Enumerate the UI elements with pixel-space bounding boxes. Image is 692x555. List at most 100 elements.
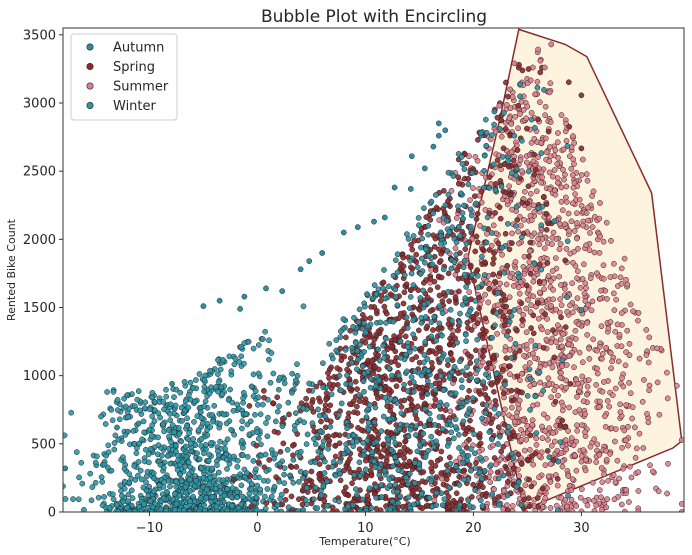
point-highlight (216, 297, 223, 304)
point-spring (465, 175, 472, 182)
point-autumn (390, 434, 397, 441)
point-autumn (382, 394, 389, 401)
point-winter (217, 438, 223, 445)
point-autumn (461, 271, 468, 278)
point-summer (565, 210, 572, 217)
point-spring (400, 503, 406, 510)
point-summer (584, 177, 591, 184)
point-autumn (364, 291, 370, 297)
point-summer (558, 282, 564, 288)
point-autumn (387, 482, 393, 489)
point-autumn (486, 429, 493, 435)
point-autumn (436, 303, 443, 309)
point-spring (490, 354, 497, 361)
point-winter (196, 371, 203, 377)
point-autumn (454, 339, 460, 346)
point-winter (234, 463, 241, 470)
point-summer (527, 77, 534, 84)
point-spring (578, 92, 585, 99)
point-autumn (467, 206, 474, 213)
point-winter (250, 371, 257, 378)
point-summer (599, 388, 606, 395)
point-spring (388, 359, 394, 366)
point-autumn (422, 339, 429, 345)
plot-frame (62, 27, 685, 513)
point-winter (157, 414, 163, 421)
point-winter (232, 355, 239, 362)
point-winter (214, 462, 220, 469)
point-autumn (428, 433, 435, 440)
point-autumn (534, 84, 541, 91)
point-winter (133, 450, 140, 456)
point-autumn (425, 378, 431, 384)
point-autumn (465, 409, 471, 416)
point-summer (472, 153, 479, 160)
point-summer (515, 228, 521, 235)
point-autumn (289, 389, 295, 396)
point-autumn (411, 345, 418, 352)
point-summer (563, 362, 570, 368)
point-summer (613, 296, 620, 303)
point-winter (255, 394, 262, 401)
point-spring (420, 469, 427, 475)
point-spring (418, 345, 425, 352)
point-autumn (392, 440, 399, 446)
point-autumn (389, 498, 396, 505)
point-winter (102, 421, 109, 427)
point-autumn (382, 335, 389, 342)
point-summer (576, 349, 583, 356)
point-summer (579, 222, 586, 229)
point-spring (404, 319, 411, 326)
point-autumn (438, 233, 444, 239)
point-spring (525, 495, 532, 501)
point-summer (579, 276, 586, 282)
point-winter (213, 384, 219, 390)
legend-marker-summer (86, 82, 94, 90)
point-summer (639, 398, 646, 405)
point-summer (606, 403, 613, 410)
point-autumn (356, 459, 363, 466)
point-autumn (407, 426, 414, 433)
point-summer (611, 260, 617, 267)
point-autumn (464, 398, 470, 405)
point-summer (561, 285, 568, 292)
point-autumn (407, 349, 413, 355)
point-spring (514, 327, 520, 334)
point-spring (438, 274, 445, 281)
point-winter (247, 418, 254, 425)
point-spring (514, 217, 521, 223)
point-summer (622, 362, 629, 369)
point-summer (599, 479, 606, 486)
point-winter (239, 452, 246, 458)
point-winter (143, 479, 149, 486)
point-winter (192, 473, 199, 479)
point-autumn (446, 229, 453, 236)
point-highlight (114, 424, 120, 431)
point-spring (362, 339, 369, 346)
point-winter (198, 414, 205, 421)
point-autumn (398, 410, 405, 417)
point-summer (506, 294, 513, 300)
point-spring (492, 181, 499, 187)
x-axis-label: Temperature(°C) (318, 535, 410, 548)
point-summer (504, 502, 510, 508)
point-autumn (345, 448, 352, 455)
point-spring (502, 230, 509, 237)
point-summer (678, 437, 684, 443)
point-winter (182, 398, 189, 405)
point-summer (576, 196, 583, 203)
x-tick-label: 20 (465, 521, 482, 536)
point-winter (92, 479, 99, 486)
point-winter (204, 432, 211, 439)
point-autumn (297, 468, 304, 475)
point-summer (587, 443, 594, 450)
point-winter (129, 495, 136, 502)
point-autumn (320, 438, 327, 445)
point-winter (161, 479, 167, 486)
point-autumn (417, 271, 424, 277)
point-autumn (456, 482, 463, 488)
point-spring (535, 116, 541, 123)
point-summer (574, 427, 581, 434)
point-autumn (344, 372, 350, 379)
point-summer (673, 382, 680, 389)
